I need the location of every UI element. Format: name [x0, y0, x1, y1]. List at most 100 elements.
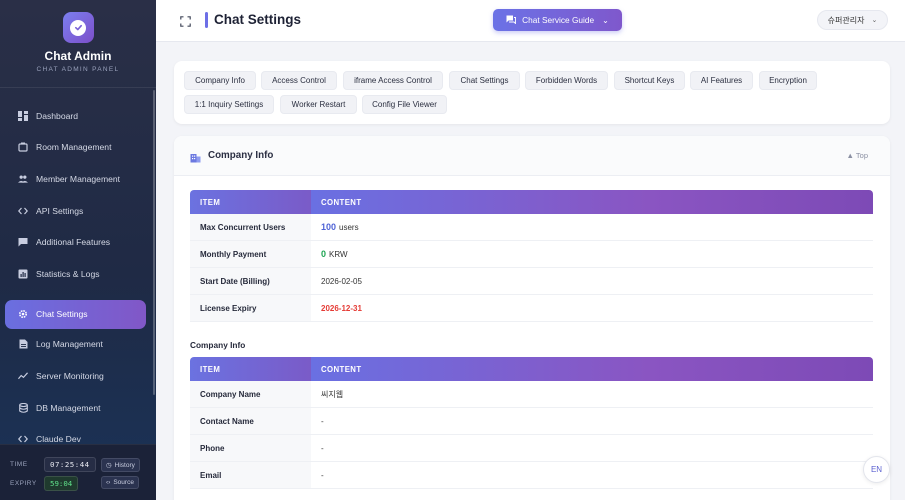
row-item: Email	[190, 462, 311, 488]
chart-icon	[18, 269, 28, 279]
sidebar-item-label: Room Management	[36, 142, 112, 153]
sidebar-item-chat-settings[interactable]: Chat Settings	[5, 299, 146, 329]
license-expiry-value: 2026-12-31	[321, 303, 362, 313]
section-header: Company Info ▲ Top	[174, 136, 890, 176]
code-icon: ‹›	[106, 479, 111, 486]
source-button[interactable]: ‹› Source	[101, 476, 139, 489]
tab-inquiry-settings[interactable]: 1:1 Inquiry Settings	[184, 95, 274, 114]
document-icon	[18, 339, 28, 349]
subsection-title: Company Info	[190, 340, 246, 350]
sidebar-item-dashboard[interactable]: Dashboard	[0, 100, 156, 132]
sidebar-footer: TIME 07:25:44 ◷ History EXPIRY 59:04 ‹› So…	[0, 444, 156, 500]
chat-bubble-icon	[18, 237, 28, 247]
title-accent-bar	[205, 12, 208, 28]
monthly-payment-value: 0	[321, 249, 327, 259]
row-item: License Expiry	[190, 295, 311, 321]
tab-access-control[interactable]: Access Control	[261, 71, 337, 90]
sidebar-item-room-management[interactable]: Room Management	[0, 132, 156, 164]
license-table: ITEM CONTENT Max Concurrent Users 100 us…	[190, 190, 873, 322]
header-content: CONTENT	[311, 190, 873, 214]
header-item: ITEM	[190, 357, 311, 381]
clock-icon: ◷	[106, 462, 112, 469]
sidebar-item-log-management[interactable]: Log Management	[0, 329, 156, 361]
max-users-unit: users	[339, 222, 359, 232]
table-header: ITEM CONTENT	[190, 357, 873, 381]
sidebar-item-label: DB Management	[36, 402, 101, 413]
section-title: Company Info	[208, 150, 274, 161]
sidebar-scrollbar[interactable]	[153, 90, 155, 395]
tab-shortcut-keys[interactable]: Shortcut Keys	[614, 71, 685, 90]
row-item: Start Date (Billing)	[190, 268, 311, 294]
settings-tabs: Company Info Access Control iframe Acces…	[174, 61, 890, 124]
time-value: 07:25:44	[44, 457, 96, 472]
sidebar-item-statistics-logs[interactable]: Statistics & Logs	[0, 258, 156, 290]
sidebar-item-label: Log Management	[36, 339, 103, 350]
brand-logo	[62, 12, 94, 43]
tab-company-info[interactable]: Company Info	[184, 71, 256, 90]
sidebar-nav: Dashboard Room Management Member Managem…	[0, 100, 156, 455]
top-link[interactable]: ▲ Top	[846, 151, 868, 160]
sidebar-item-db-management[interactable]: DB Management	[0, 392, 156, 424]
table-row: Company Name 씨지웹	[190, 381, 873, 408]
tab-config-file-viewer[interactable]: Config File Viewer	[362, 95, 447, 114]
company-info-section: Company Info ▲ Top ITEM CONTENT Max Conc…	[174, 136, 890, 500]
table-row: Start Date (Billing) 2026-02-05	[190, 268, 873, 295]
page-title: Chat Settings	[214, 12, 302, 27]
chevron-down-icon: ⌄	[602, 15, 609, 25]
sidebar-item-label: Member Management	[36, 173, 121, 184]
expiry-label: EXPIRY	[10, 480, 37, 487]
user-menu-button[interactable]: 슈퍼관리자 ⌄	[817, 10, 888, 30]
tab-forbidden-words[interactable]: Forbidden Words	[525, 71, 608, 90]
building-icon	[190, 150, 201, 163]
sidebar-item-additional-features[interactable]: Additional Features	[0, 226, 156, 258]
room-icon	[18, 142, 28, 152]
source-label: Source	[113, 479, 134, 486]
expiry-row: EXPIRY 59:04	[10, 476, 79, 491]
start-date-value: 2026-02-05	[321, 276, 362, 286]
table-row: Phone -	[190, 435, 873, 462]
user-label: 슈퍼관리자	[827, 15, 865, 25]
brand: Chat Admin CHAT ADMIN PANEL	[0, 0, 156, 88]
members-icon	[18, 174, 28, 184]
code-icon	[18, 434, 28, 444]
row-item: Monthly Payment	[190, 241, 311, 267]
sidebar-item-member-management[interactable]: Member Management	[0, 163, 156, 195]
table-row: Contact Name -	[190, 408, 873, 435]
header-content: CONTENT	[311, 357, 873, 381]
sidebar-item-claude-dev[interactable]: Claude Dev	[0, 423, 156, 455]
history-button[interactable]: ◷ History	[101, 458, 140, 472]
company-name-value: 씨지웹	[321, 389, 344, 399]
company-table: ITEM CONTENT Company Name 씨지웹 Contact Na…	[190, 357, 873, 489]
header-item: ITEM	[190, 190, 311, 214]
line-chart-icon	[18, 371, 28, 381]
row-item: Contact Name	[190, 408, 311, 434]
table-row: Monthly Payment 0 KRW	[190, 241, 873, 268]
sidebar-item-label: Statistics & Logs	[36, 268, 100, 279]
tab-ai-features[interactable]: AI Features	[690, 71, 753, 90]
chat-service-guide-button[interactable]: Chat Service Guide ⌄	[493, 9, 622, 31]
code-icon	[18, 206, 28, 216]
row-item: Company Name	[190, 381, 311, 407]
table-header: ITEM CONTENT	[190, 190, 873, 214]
tab-iframe-access-control[interactable]: iframe Access Control	[343, 71, 443, 90]
brand-subtitle: CHAT ADMIN PANEL	[36, 66, 120, 73]
table-row: License Expiry 2026-12-31	[190, 295, 873, 322]
sidebar-item-api-settings[interactable]: API Settings	[0, 195, 156, 227]
email-value: -	[321, 470, 324, 480]
database-icon	[18, 402, 28, 413]
sidebar: Chat Admin CHAT ADMIN PANEL Dashboard Ro…	[0, 0, 156, 500]
table-row: Max Concurrent Users 100 users	[190, 214, 873, 241]
tab-worker-restart[interactable]: Worker Restart	[280, 95, 357, 114]
tab-encryption[interactable]: Encryption	[759, 71, 817, 90]
chevron-down-icon: ⌄	[871, 17, 878, 24]
expand-icon[interactable]	[180, 14, 191, 27]
sidebar-item-server-monitoring[interactable]: Server Monitoring	[0, 360, 156, 392]
row-content: 100 users	[311, 214, 873, 240]
brand-title: Chat Admin	[44, 49, 112, 63]
license-expiry-cell: 2026-12-31	[311, 295, 873, 321]
sidebar-item-label: API Settings	[36, 205, 84, 216]
sidebar-item-label: Dashboard	[36, 110, 79, 121]
tab-chat-settings[interactable]: Chat Settings	[449, 71, 520, 90]
check-icon	[70, 19, 86, 36]
language-toggle-button[interactable]: EN	[863, 456, 890, 483]
